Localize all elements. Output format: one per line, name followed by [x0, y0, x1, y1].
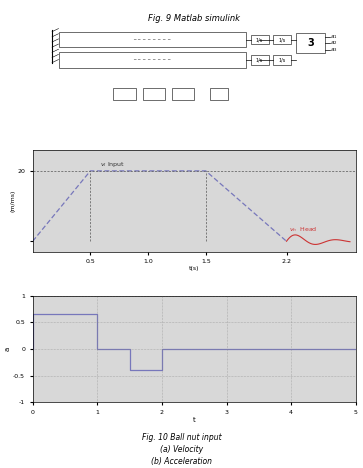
Bar — [58, 32, 246, 47]
Bar — [251, 55, 269, 65]
Text: $v_i$ Input: $v_i$ Input — [99, 160, 125, 168]
Text: 1/s: 1/s — [256, 37, 263, 42]
Text: ─  ─  ─  ─  ─  ─  ─  ─: ─ ─ ─ ─ ─ ─ ─ ─ — [134, 58, 171, 62]
Y-axis label: (m/ms): (m/ms) — [11, 190, 16, 212]
Bar — [58, 52, 246, 68]
Bar — [296, 33, 325, 53]
Bar — [114, 88, 136, 100]
Bar — [251, 35, 269, 44]
Bar — [273, 55, 291, 65]
Text: ─  ─  ─  ─  ─  ─  ─  ─: ─ ─ ─ ─ ─ ─ ─ ─ — [134, 37, 171, 42]
Text: $a_3$: $a_3$ — [330, 46, 337, 54]
Bar — [172, 88, 194, 100]
Title: Fig. 9 Matlab simulink: Fig. 9 Matlab simulink — [148, 14, 240, 22]
Text: 3: 3 — [307, 38, 314, 48]
Y-axis label: a: a — [4, 347, 10, 351]
Text: 1/s: 1/s — [278, 58, 286, 63]
X-axis label: t: t — [193, 417, 196, 423]
Bar — [143, 88, 165, 100]
Text: $v_h$  Head: $v_h$ Head — [289, 226, 317, 234]
Bar — [273, 35, 291, 44]
Text: $a_1$: $a_1$ — [330, 33, 337, 41]
Text: 1/s: 1/s — [256, 58, 263, 63]
Text: $a_2$: $a_2$ — [330, 39, 337, 47]
Text: Fig. 10 Ball nut input
(a) Velocity
(b) Acceleration: Fig. 10 Ball nut input (a) Velocity (b) … — [142, 433, 221, 466]
Bar — [211, 88, 228, 100]
X-axis label: t(s): t(s) — [189, 266, 199, 271]
Text: 1/s: 1/s — [278, 37, 286, 42]
